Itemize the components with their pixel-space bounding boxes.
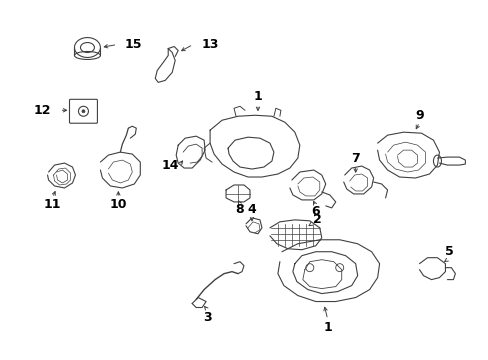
Polygon shape <box>210 115 299 177</box>
Polygon shape <box>192 298 205 307</box>
Text: 5: 5 <box>444 245 453 258</box>
Text: 12: 12 <box>34 104 51 117</box>
Text: 9: 9 <box>414 109 423 122</box>
Polygon shape <box>289 170 325 200</box>
Text: 6: 6 <box>311 205 320 219</box>
Polygon shape <box>245 218 262 234</box>
Text: 2: 2 <box>313 213 322 226</box>
Text: 13: 13 <box>201 38 218 51</box>
Text: 14: 14 <box>161 158 179 172</box>
Circle shape <box>82 110 85 113</box>
Polygon shape <box>343 166 373 194</box>
Text: 4: 4 <box>247 203 256 216</box>
Text: 1: 1 <box>253 90 262 103</box>
Text: 1: 1 <box>323 321 331 334</box>
Polygon shape <box>377 132 439 178</box>
Text: 10: 10 <box>109 198 127 211</box>
FancyBboxPatch shape <box>69 99 97 123</box>
Text: 8: 8 <box>235 203 244 216</box>
Polygon shape <box>419 258 445 280</box>
Text: 15: 15 <box>124 38 142 51</box>
Polygon shape <box>47 163 75 188</box>
Polygon shape <box>225 185 249 202</box>
Polygon shape <box>176 136 204 168</box>
Text: 3: 3 <box>203 311 211 324</box>
Text: 7: 7 <box>350 152 359 165</box>
Polygon shape <box>277 240 379 302</box>
Polygon shape <box>100 152 140 188</box>
Polygon shape <box>269 220 321 250</box>
Text: 11: 11 <box>44 198 61 211</box>
